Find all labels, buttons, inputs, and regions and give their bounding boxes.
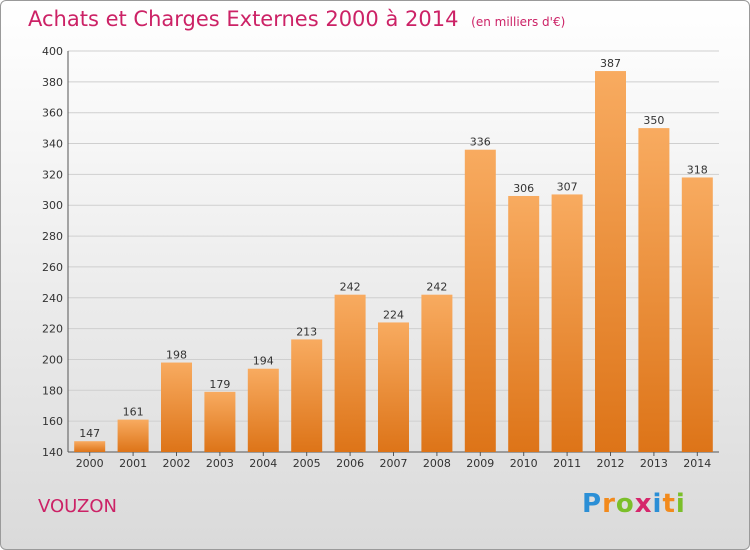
bar bbox=[334, 294, 366, 452]
bar bbox=[291, 339, 323, 452]
chart-title-text: Achats et Charges Externes 2000 à 2014 bbox=[28, 7, 459, 31]
x-tick-label: 2004 bbox=[249, 457, 277, 470]
x-tick-label: 2014 bbox=[683, 457, 711, 470]
bar bbox=[421, 294, 453, 452]
y-tick-label: 180 bbox=[42, 384, 63, 397]
y-tick-label: 280 bbox=[42, 230, 63, 243]
y-tick-label: 320 bbox=[42, 168, 63, 181]
bars bbox=[74, 71, 713, 453]
y-tick-label: 240 bbox=[42, 292, 63, 305]
data-labels: 147 161 198 179 194 213 242 224 242 336 306 307 387 3… bbox=[79, 57, 708, 440]
y-tick-label: 200 bbox=[42, 353, 63, 366]
chart-title: Achats et Charges Externes 2000 à 2014 (… bbox=[28, 7, 565, 31]
y-tick-label: 160 bbox=[42, 415, 63, 428]
data-label: 350 bbox=[643, 114, 664, 127]
x-tick-label: 2008 bbox=[423, 457, 451, 470]
bar bbox=[204, 391, 236, 452]
bar bbox=[161, 362, 192, 452]
data-label: 147 bbox=[79, 427, 100, 440]
bar bbox=[74, 441, 106, 452]
x-tick-label: 2001 bbox=[119, 457, 147, 470]
data-label: 179 bbox=[209, 378, 230, 391]
bar bbox=[681, 177, 713, 452]
data-label: 306 bbox=[513, 182, 534, 195]
data-label: 242 bbox=[426, 281, 447, 294]
data-label: 318 bbox=[687, 163, 708, 176]
y-tick-label: 300 bbox=[42, 199, 63, 212]
y-tick-label: 400 bbox=[42, 45, 63, 58]
bar-chart: 140 160 180 200 220 240 260 280 300 320 340 360 380 4… bbox=[42, 45, 719, 470]
x-tick-label: 2006 bbox=[336, 457, 364, 470]
x-tick-label: 2011 bbox=[553, 457, 581, 470]
y-tick-label: 260 bbox=[42, 261, 63, 274]
location-label: VOUZON bbox=[38, 496, 117, 517]
bar bbox=[638, 128, 670, 452]
x-tick-label: 2010 bbox=[510, 457, 538, 470]
bar bbox=[551, 194, 583, 452]
chart-subtitle: (en milliers d'€) bbox=[471, 15, 566, 29]
data-label: 242 bbox=[340, 281, 361, 294]
proxiti-logo: Proxiti bbox=[582, 489, 686, 519]
y-tick-label: 380 bbox=[42, 76, 63, 89]
axes: 140 160 180 200 220 240 260 280 300 320 340 360 380 4… bbox=[42, 45, 719, 470]
x-tick-label: 2000 bbox=[76, 457, 104, 470]
data-label: 387 bbox=[600, 57, 621, 70]
bar bbox=[117, 419, 149, 452]
data-label: 194 bbox=[253, 355, 274, 368]
bar bbox=[508, 195, 540, 452]
bar bbox=[464, 149, 496, 452]
bar bbox=[595, 71, 626, 453]
y-tick-label: 140 bbox=[42, 446, 63, 459]
x-tick-label: 2002 bbox=[163, 457, 191, 470]
data-label: 198 bbox=[166, 349, 187, 362]
x-tick-label: 2012 bbox=[597, 457, 625, 470]
data-label: 213 bbox=[296, 325, 317, 338]
data-label: 161 bbox=[123, 406, 144, 419]
bar bbox=[247, 368, 279, 452]
data-label: 224 bbox=[383, 308, 404, 321]
x-tick-label: 2005 bbox=[293, 457, 321, 470]
data-label: 307 bbox=[557, 180, 578, 193]
x-tick-label: 2009 bbox=[466, 457, 494, 470]
y-tick-label: 340 bbox=[42, 138, 63, 151]
x-tick-label: 2013 bbox=[640, 457, 668, 470]
x-tick-label: 2003 bbox=[206, 457, 234, 470]
x-tick-label: 2007 bbox=[380, 457, 408, 470]
y-tick-label: 220 bbox=[42, 323, 63, 336]
bar bbox=[378, 322, 409, 452]
y-tick-label: 360 bbox=[42, 107, 63, 120]
data-label: 336 bbox=[470, 136, 491, 149]
